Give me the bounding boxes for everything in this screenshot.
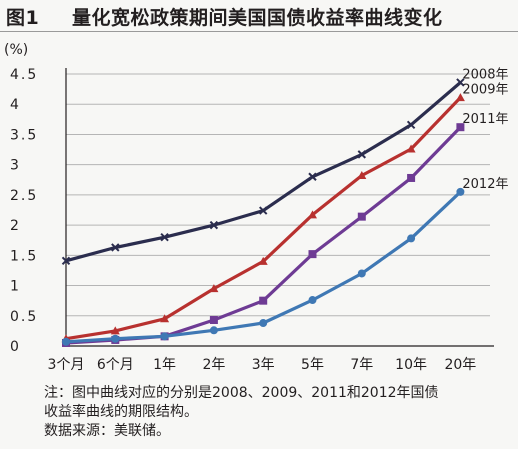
data-point (456, 123, 465, 132)
data-point (209, 284, 219, 293)
chart-note: 注：图中曲线对应的分别是2008、2009、2011和2012年国债 (44, 385, 439, 401)
data-point (407, 173, 416, 182)
data-point (308, 172, 317, 181)
y-tick-label: 2 (10, 218, 21, 234)
data-point (259, 319, 268, 328)
data-point (357, 171, 367, 180)
data-point (455, 93, 465, 102)
data-point (62, 337, 70, 346)
data-point (110, 326, 120, 335)
y-tick-label: 1.5 (10, 248, 38, 264)
yield-curve-chart: (%) 0 0.5 1 1.5 2 2.5 3 3.5 4 4.5 3个月 6个月 1年 2年 3年 5年 7年 1… (4, 42, 508, 373)
series-lines (61, 78, 465, 347)
data-point (456, 78, 465, 87)
y-axis-unit-label: (%) (4, 42, 28, 58)
title-divider (0, 31, 518, 32)
y-tick-label: 3.5 (10, 127, 38, 143)
gridlines (66, 73, 490, 317)
x-tick-label: 1年 (153, 357, 176, 373)
series-line (65, 126, 462, 345)
series-2011年 (62, 123, 465, 347)
data-point (406, 144, 416, 153)
x-tick-label: 6个月 (97, 357, 134, 373)
x-tick-label: 2年 (202, 357, 225, 373)
y-tick-label: 2.5 (10, 188, 38, 204)
series-2012年 (62, 187, 465, 346)
figure-header: 图1 量化宽松政策期间美国国债收益率曲线变化 (0, 0, 518, 32)
y-tick-label: 3 (10, 158, 21, 174)
figure-label: 图1 (6, 7, 40, 29)
data-point (308, 296, 317, 305)
data-point (160, 314, 170, 323)
data-point (160, 332, 169, 341)
data-point (406, 120, 416, 129)
y-tick-label: 0.5 (10, 309, 38, 325)
x-tick-label: 10年 (395, 357, 427, 373)
chart-note-continued: 收益率曲线的期限结构。 (44, 404, 198, 420)
x-tick-label: 3年 (252, 357, 275, 373)
data-point (308, 250, 317, 259)
series-2008年 (61, 78, 465, 265)
series-label: 2012年 (462, 177, 508, 192)
data-point (160, 232, 169, 242)
data-point (258, 206, 268, 215)
y-tick-label: 4.5 (10, 67, 38, 83)
data-point (209, 220, 219, 230)
data-point (259, 296, 268, 305)
data-point (258, 256, 268, 265)
data-point (357, 212, 366, 221)
series-label: 2008年 (462, 67, 508, 82)
data-point (357, 150, 367, 159)
x-tick-label: 3个月 (48, 357, 85, 373)
axes: (%) 0 0.5 1 1.5 2 2.5 3 3.5 4 4.5 3个月 6个月 1年 2年 3年 5年 7年 1… (4, 42, 494, 373)
series-line (65, 81, 462, 263)
x-tick-label: 5年 (301, 357, 324, 373)
data-point (308, 210, 317, 219)
y-tick-label: 4 (10, 97, 21, 113)
y-tick-label: 1 (10, 279, 21, 295)
y-tick-label: 0 (10, 339, 21, 355)
series-label: 2011年 (462, 112, 508, 127)
data-point (209, 316, 218, 325)
data-point (209, 326, 218, 335)
series-label: 2009年 (462, 83, 508, 98)
x-tick-label: 20年 (444, 357, 476, 373)
data-point (111, 243, 120, 252)
data-point (456, 187, 465, 196)
chart-title: 量化宽松政策期间美国国债收益率曲线变化 (72, 7, 443, 29)
data-point (357, 269, 366, 278)
data-source: 数据来源：美联储。 (44, 423, 170, 439)
data-point (111, 334, 120, 343)
data-point (61, 256, 71, 265)
data-point (407, 234, 416, 243)
x-tick-label: 7年 (350, 357, 373, 373)
